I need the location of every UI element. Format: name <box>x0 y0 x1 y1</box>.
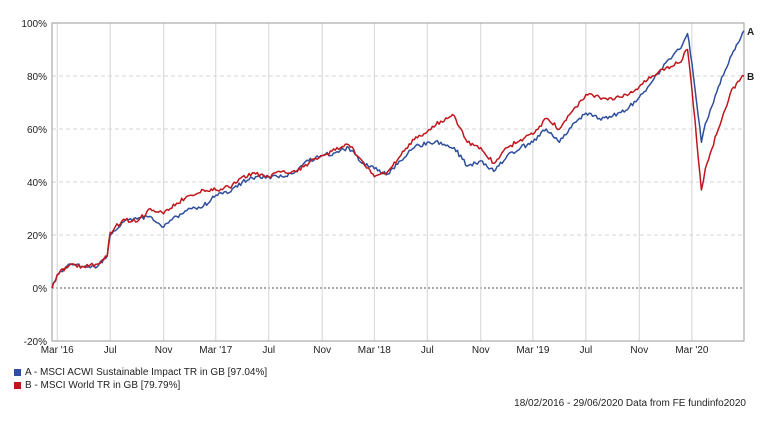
y-tick-label: 100% <box>21 19 47 30</box>
series-end-label-a: A <box>747 27 754 38</box>
legend-swatch-b <box>14 382 21 389</box>
x-tick-label: Nov <box>630 345 648 356</box>
series-layer <box>51 30 745 289</box>
source-note: 18/02/2016 - 29/06/2020 Data from FE fun… <box>514 398 746 409</box>
y-tick-label: 60% <box>27 125 47 136</box>
series-line-a <box>51 30 745 289</box>
y-tick-label: 20% <box>27 231 47 242</box>
x-tick-label: Nov <box>313 345 331 356</box>
x-tick-label: Mar '19 <box>516 345 549 356</box>
x-axis-labels: Mar '16 Jul Nov Mar '17 Jul Nov Mar '18 Jul Nov M… <box>41 345 709 356</box>
y-tick-label: 0% <box>33 284 48 295</box>
legend-swatch-a <box>14 369 21 376</box>
x-tick-label: Mar '16 <box>41 345 74 356</box>
chart-legend: A - MSCI ACWI Sustainable Impact TR in G… <box>14 366 267 392</box>
plot-frame <box>51 22 745 342</box>
series-end-labels: AB <box>747 27 754 83</box>
x-tick-label: Mar '17 <box>199 345 232 356</box>
x-tick-label: Jul <box>421 345 434 356</box>
series-line-b <box>51 48 745 289</box>
legend-label-b: B - MSCI World TR in GB [79.79%] <box>25 380 181 391</box>
x-tick-label: Mar '18 <box>358 345 391 356</box>
grid-layer <box>51 22 745 342</box>
x-tick-label: Jul <box>104 345 117 356</box>
series-end-label-b: B <box>747 72 754 83</box>
legend-item-b: B - MSCI World TR in GB [79.79%] <box>14 379 267 392</box>
y-axis-labels: -20% 0% 20% 40% 60% 80% 100% <box>21 19 47 348</box>
y-tick-label: -20% <box>24 337 47 348</box>
legend-label-a: A - MSCI ACWI Sustainable Impact TR in G… <box>25 367 268 378</box>
y-tick-label: 80% <box>27 72 47 83</box>
x-tick-label: Nov <box>155 345 173 356</box>
x-tick-label: Nov <box>472 345 490 356</box>
x-tick-label: Mar '20 <box>675 345 708 356</box>
line-chart: -20%0%20%40%60%80%100% Mar '16 Jul Nov Mar … <box>21 19 754 356</box>
x-tick-label: Jul <box>579 345 592 356</box>
y-tick-label: 40% <box>27 178 47 189</box>
legend-item-a: A - MSCI ACWI Sustainable Impact TR in G… <box>14 366 267 379</box>
x-tick-label: Jul <box>262 345 275 356</box>
